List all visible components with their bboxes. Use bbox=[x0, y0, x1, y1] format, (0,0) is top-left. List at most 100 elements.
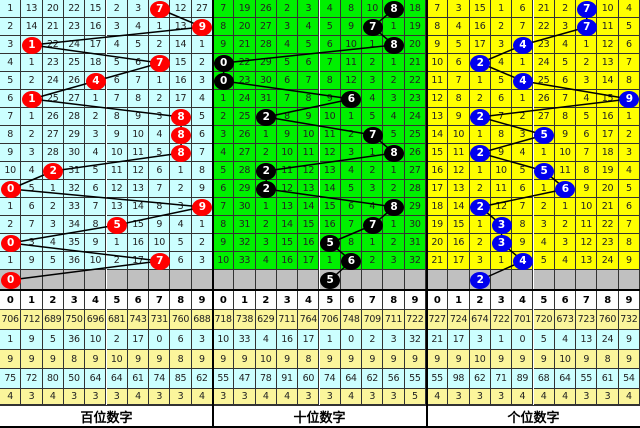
grid-cell: 11 bbox=[554, 162, 577, 180]
grid-cell: 9 bbox=[149, 216, 171, 234]
forecast-cell bbox=[533, 270, 555, 290]
digit-header: 8 bbox=[383, 291, 405, 310]
stat-cell: 9 bbox=[319, 350, 341, 369]
grid-cell: 9 bbox=[554, 126, 577, 144]
grid-cell: 9 bbox=[490, 144, 513, 162]
panel-label: 百位数字 bbox=[0, 405, 213, 428]
grid-cell: 9 bbox=[21, 252, 43, 270]
stat-cell: 3 bbox=[597, 389, 619, 405]
grid-cell: 11 bbox=[448, 144, 470, 162]
stat-cell: 3 bbox=[576, 389, 598, 405]
grid-cell: 1 bbox=[533, 144, 555, 162]
grid-cell: 1 bbox=[469, 72, 491, 90]
grid-cell: 5 bbox=[340, 180, 363, 198]
grid-cell: 1 bbox=[490, 252, 513, 270]
stat-cell: 55 bbox=[404, 369, 426, 389]
grid-cell: 5 bbox=[533, 252, 555, 270]
grid-cell: 7 bbox=[85, 198, 107, 216]
grid-cell: 3 bbox=[191, 252, 213, 270]
grid-cell: 25 bbox=[533, 72, 555, 90]
grid-cell: 9 bbox=[319, 90, 341, 108]
stat-cell: 3 bbox=[234, 389, 256, 405]
stat-cell: 760 bbox=[170, 310, 192, 330]
grid-cell: 2 bbox=[383, 180, 405, 198]
stat-cell: 743 bbox=[127, 310, 150, 330]
digit-header: 9 bbox=[618, 291, 640, 310]
draw-ball: 2 bbox=[470, 144, 491, 162]
grid-cell: 9 bbox=[618, 252, 640, 270]
grid-cell: 4 bbox=[298, 18, 320, 36]
stat-cell: 696 bbox=[85, 310, 107, 330]
stat-cell: 4 bbox=[427, 389, 449, 405]
grid-cell: 10 bbox=[276, 144, 299, 162]
draw-ball: 2 bbox=[256, 180, 277, 198]
stat-cell: 3 bbox=[106, 389, 128, 405]
stat-cell: 9 bbox=[340, 350, 363, 369]
stat-cell: 9 bbox=[490, 350, 513, 369]
grid-cell: 19 bbox=[597, 162, 619, 180]
stat-cell: 701 bbox=[512, 310, 534, 330]
stat-cell: 9 bbox=[427, 350, 449, 369]
grid-cell: 9 bbox=[106, 126, 128, 144]
grid-cell: 10 bbox=[213, 252, 235, 270]
digit-header: 0 bbox=[0, 291, 22, 310]
grid-cell: 21 bbox=[404, 54, 426, 72]
grid-cell: 15 bbox=[319, 198, 341, 216]
digit-header: 8 bbox=[170, 291, 192, 310]
grid-cell: 8 bbox=[340, 234, 363, 252]
grid-cell: 3 bbox=[42, 216, 64, 234]
grid-cell: 13 bbox=[319, 162, 341, 180]
draw-ball: 5 bbox=[534, 162, 555, 180]
stat-cell: 3 bbox=[21, 389, 43, 405]
grid-cell: 29 bbox=[255, 54, 277, 72]
stat-cell: 17 bbox=[448, 330, 470, 350]
stat-cell: 91 bbox=[276, 369, 299, 389]
digit-header: 4 bbox=[298, 291, 320, 310]
grid-cell: 32 bbox=[63, 180, 86, 198]
grid-cell: 14 bbox=[170, 36, 192, 54]
grid-cell: 10 bbox=[149, 234, 171, 252]
digit-header: 7 bbox=[149, 291, 171, 310]
grid-cell: 1 bbox=[383, 162, 405, 180]
grid-cell: 16 bbox=[127, 234, 150, 252]
stat-cell: 4 bbox=[512, 389, 534, 405]
draw-ball: 7 bbox=[362, 18, 383, 36]
grid-cell: 3 bbox=[362, 180, 384, 198]
forecast-ball: 5 bbox=[320, 271, 341, 289]
grid-cell: 9 bbox=[298, 108, 320, 126]
forecast-cell bbox=[427, 270, 449, 290]
grid-cell: 12 bbox=[448, 162, 470, 180]
grid-cell: 18 bbox=[404, 0, 426, 18]
forecast-cell bbox=[42, 270, 64, 290]
grid-cell: 12 bbox=[490, 198, 513, 216]
draw-ball: 0 bbox=[0, 234, 21, 252]
grid-cell: 23 bbox=[533, 36, 555, 54]
grid-cell: 19 bbox=[404, 18, 426, 36]
stat-cell: 4 bbox=[340, 389, 363, 405]
panel-divider bbox=[212, 0, 214, 428]
digit-header: 9 bbox=[404, 291, 426, 310]
stat-cell: 706 bbox=[319, 310, 341, 330]
stat-cell: 9 bbox=[276, 350, 299, 369]
stat-cell: 9 bbox=[383, 350, 405, 369]
grid-cell: 4 bbox=[149, 126, 171, 144]
grid-cell: 5 bbox=[21, 180, 43, 198]
grid-cell: 22 bbox=[234, 54, 256, 72]
panel-label: 个位数字 bbox=[427, 405, 640, 428]
grid-cell: 23 bbox=[234, 72, 256, 90]
stat-cell: 13 bbox=[576, 330, 598, 350]
grid-cell: 8 bbox=[618, 234, 640, 252]
digit-header: 1 bbox=[234, 291, 256, 310]
grid-cell: 17 bbox=[448, 252, 470, 270]
grid-cell: 8 bbox=[554, 108, 577, 126]
grid-cell: 32 bbox=[234, 234, 256, 252]
grid-cell: 11 bbox=[490, 180, 513, 198]
grid-cell: 16 bbox=[597, 108, 619, 126]
digit-header: 4 bbox=[512, 291, 534, 310]
grid-cell: 16 bbox=[170, 72, 192, 90]
grid-cell: 1 bbox=[383, 54, 405, 72]
stat-cell: 731 bbox=[149, 310, 171, 330]
grid-cell: 28 bbox=[42, 144, 64, 162]
grid-cell: 3 bbox=[533, 216, 555, 234]
grid-cell: 10 bbox=[448, 126, 470, 144]
